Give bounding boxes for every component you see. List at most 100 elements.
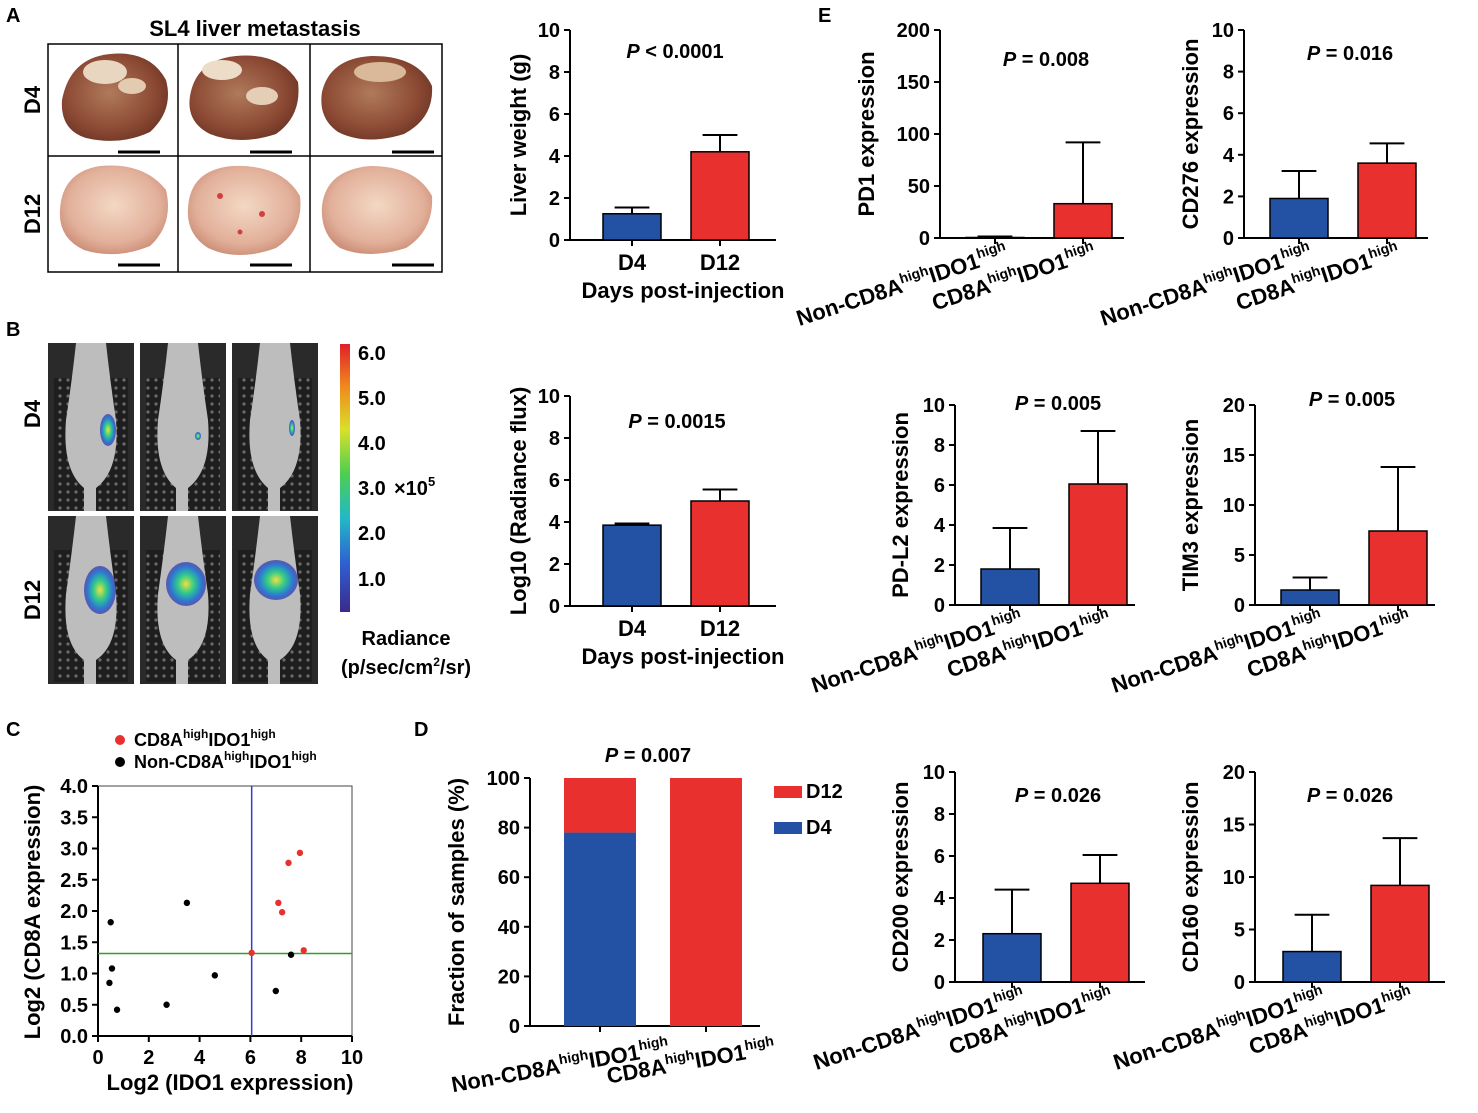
- cd276-bar-1: [1357, 162, 1417, 239]
- panel-a-letter: A: [6, 5, 20, 27]
- colorbar-tick-6: 6.0: [358, 343, 386, 365]
- scatter-ytick-label-1: 0.5: [60, 995, 88, 1017]
- cd200-bar-1: [1070, 882, 1130, 983]
- scatter-ytick-label-6: 3.0: [60, 839, 88, 861]
- radiance_flux-ytick-label-5: 10: [538, 386, 560, 408]
- pdl2-p-value: P = 0.005: [1015, 393, 1101, 415]
- panel-a-row-d12: D12: [20, 194, 45, 234]
- stacked-chart: 020406080100Non-CD8AhighIDO1highCD8Ahigh…: [444, 745, 843, 1097]
- liver_weight-ylabel: Liver weight (g): [506, 54, 531, 217]
- pdl2-bar-0: [980, 568, 1040, 606]
- scatter-point-s1-8: [272, 987, 279, 995]
- liver-photo-d12-2: [187, 165, 301, 255]
- scatter-ytick-label-3: 1.5: [60, 932, 88, 954]
- stacked-p-value: P = 0.007: [605, 745, 691, 767]
- pdl2-ytick-label-5: 10: [923, 395, 945, 417]
- stacked-legend-label-d12: D12: [806, 781, 843, 803]
- pdl2-ylabel: PD-L2 expression: [888, 412, 913, 598]
- scatter-ytick-label-5: 2.5: [60, 870, 88, 892]
- mouse-photo-d4-2: [140, 343, 226, 511]
- cd276-bar-0: [1269, 197, 1329, 239]
- liver_weight-p-value: P < 0.0001: [626, 41, 723, 63]
- mouse-photo-d12-1: [48, 516, 134, 684]
- tim3-ytick-label-3: 15: [1223, 445, 1245, 467]
- pdl2-ytick-label-1: 2: [934, 555, 945, 577]
- cd200-p-value: P = 0.026: [1015, 785, 1101, 807]
- scatter-point-s1-3: [106, 979, 113, 987]
- stacked-ytick-label-5: 100: [487, 768, 520, 790]
- colorbar-tick-3: 3.0: [358, 478, 386, 500]
- panel-b-row-d4: D4: [20, 399, 45, 428]
- liver_weight-ytick-label-0: 0: [549, 230, 560, 252]
- cd200-ytick-label-2: 4: [934, 888, 946, 910]
- pdl2-ytick-label-4: 8: [934, 435, 945, 457]
- radiance_flux-bar-0: [602, 524, 662, 607]
- tim3-bar-1: [1368, 530, 1428, 606]
- liver-image-grid: [47, 43, 443, 273]
- stacked-legend-swatch-d12: [774, 786, 802, 798]
- cd276-ytick-label-4: 8: [1223, 62, 1234, 84]
- stacked-ytick-label-0: 0: [509, 1016, 520, 1038]
- scatter-point-s1-2: [108, 965, 116, 972]
- scatter-legend-label-0: CD8AhighIDO1high: [134, 727, 276, 750]
- tim3-chart: 05101520Non-CD8AhighIDO1highCD8AhighIDO1…: [1108, 389, 1435, 698]
- scatter-point-s1-7: [287, 951, 295, 958]
- cd276-ylabel: CD276 expression: [1178, 39, 1203, 230]
- cd200-chart: 0246810Non-CD8AhighIDO1highCD8AhighIDO1h…: [810, 762, 1145, 1075]
- cd200-ytick-label-0: 0: [934, 972, 945, 994]
- panel-a-row-d4: D4: [20, 85, 45, 114]
- liver-photo-d4-2: [189, 55, 299, 140]
- cd160-bar-1: [1370, 884, 1430, 983]
- colorbar-tick-1: 1.0: [358, 569, 386, 591]
- pdl2-ytick-label-3: 6: [934, 475, 945, 497]
- pd1-chart: 050100150200Non-CD8AhighIDO1highCD8Ahigh…: [793, 20, 1124, 331]
- pd1-ytick-label-1: 50: [908, 176, 930, 198]
- scale-bars: [118, 150, 434, 267]
- radiance_flux-p-value: P = 0.0015: [628, 411, 725, 433]
- panel-d-letter: D: [414, 719, 428, 741]
- colorbar-multiplier: ×105: [394, 474, 435, 500]
- pd1-ytick-label-3: 150: [897, 72, 930, 94]
- liver_weight-bar-1: [690, 151, 750, 241]
- pd1-bar-1: [1053, 202, 1113, 239]
- cd200-ytick-label-5: 10: [923, 762, 945, 784]
- liver-photo-d4-3: [321, 56, 433, 140]
- pdl2-ytick-label-0: 0: [934, 595, 945, 617]
- liver-photo-d12-3: [321, 166, 433, 254]
- mouse-photo-d4-1: [48, 343, 134, 511]
- scatter-ytick-label-2: 1.0: [60, 964, 88, 986]
- cd160-ytick-label-3: 15: [1223, 815, 1245, 837]
- cd200-ytick-label-1: 2: [934, 930, 945, 952]
- scatter-xtick-label-3: 6: [245, 1047, 256, 1069]
- cd276-ytick-label-0: 0: [1223, 228, 1234, 250]
- cd160-ytick-label-1: 5: [1234, 920, 1245, 942]
- cd276-ytick-label-1: 2: [1223, 186, 1234, 208]
- scatter-point-s0-2: [275, 899, 282, 907]
- cd276-ytick-label-2: 4: [1223, 145, 1235, 167]
- scatter-xtick-label-0: 0: [92, 1047, 103, 1069]
- pdl2-ytick-label-2: 4: [934, 515, 946, 537]
- scatter-xtick-label-1: 2: [143, 1047, 154, 1069]
- liver_weight-xtick-label-1: D12: [700, 250, 740, 275]
- stacked-bar-0-d4: [564, 832, 636, 1026]
- scatter-legend-marker-0: [115, 735, 125, 745]
- liver_weight-ytick-label-5: 10: [538, 20, 560, 42]
- scatter-xtick-label-5: 10: [341, 1047, 363, 1069]
- cd160-ylabel: CD160 expression: [1178, 782, 1203, 973]
- cd276-chart: 0246810Non-CD8AhighIDO1highCD8AhighIDO1h…: [1097, 20, 1428, 331]
- radiance-colorbar: 6.0 5.0 4.0 3.0 ×105 2.0 1.0 Radiance (p…: [340, 343, 471, 679]
- colorbar-tick-4: 4.0: [358, 433, 386, 455]
- scatter-point-s1-4: [113, 1006, 121, 1013]
- mouse-photo-d12-2: [140, 516, 226, 684]
- stacked-bar-1-d12: [670, 778, 742, 1026]
- radiance_flux-ytick-label-2: 4: [549, 512, 561, 534]
- scatter-legend-label-1: Non-CD8AhighIDO1high: [134, 749, 317, 772]
- panel-e-letter: E: [818, 5, 831, 27]
- liver-photo-d12-1: [59, 165, 168, 255]
- scatter-plot-frame: [97, 785, 353, 1037]
- scatter-point-s1-6: [211, 972, 219, 979]
- panel-a-title: SL4 liver metastasis: [149, 16, 361, 41]
- tim3-ytick-label-4: 20: [1223, 395, 1245, 417]
- colorbar-unit: (p/sec/cm2/sr): [341, 655, 471, 679]
